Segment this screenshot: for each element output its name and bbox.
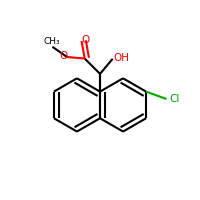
Text: OH: OH bbox=[114, 53, 130, 63]
Text: O: O bbox=[59, 51, 67, 61]
Text: Cl: Cl bbox=[169, 94, 180, 104]
Text: CH₃: CH₃ bbox=[43, 37, 60, 46]
Text: O: O bbox=[81, 35, 90, 45]
